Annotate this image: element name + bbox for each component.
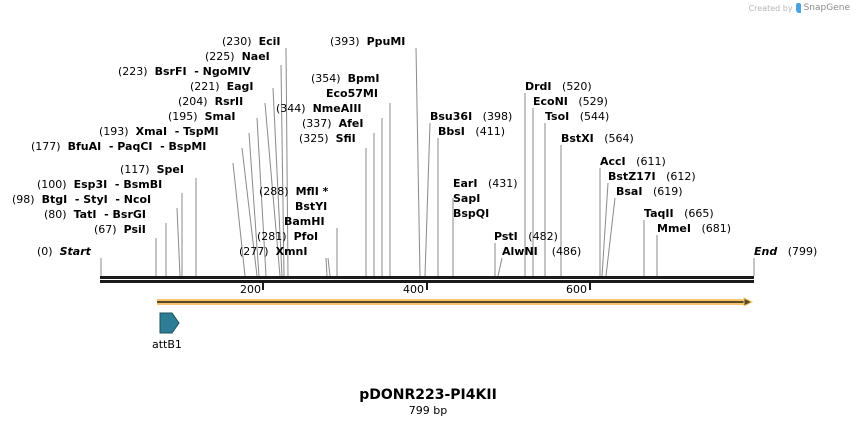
ruler-tick-200: 200 <box>240 283 261 296</box>
enzyme-label-BsrFI-NgoMIV[interactable]: (223) BsrFI - NgoMIV <box>118 65 251 78</box>
enzyme-label-BstYI[interactable]: BstYI <box>295 200 328 213</box>
enzyme-label-PstI[interactable]: PstI (482) <box>494 230 558 243</box>
backbone-top-strand <box>100 276 754 279</box>
enzyme-label-AfeI[interactable]: (337) AfeI <box>302 117 364 130</box>
enzyme-label-NaeI[interactable]: (225) NaeI <box>205 50 270 63</box>
enzyme-label-BbsI[interactable]: BbsI (411) <box>438 125 505 138</box>
ruler-tick-400: 400 <box>403 283 424 296</box>
attB1-feature-arrow[interactable] <box>159 312 180 334</box>
enzyme-label-BsaI[interactable]: BsaI (619) <box>616 185 683 198</box>
enzyme-label-AlwNI[interactable]: AlwNI (486) <box>502 245 582 258</box>
enzyme-label-TaqII[interactable]: TaqII (665) <box>644 207 714 220</box>
feature-label-attB1[interactable]: attB1 <box>152 338 182 351</box>
enzyme-label-BstXI[interactable]: BstXI (564) <box>561 132 634 145</box>
credit-brand: SnapGene <box>803 3 850 13</box>
end-label: End (799) <box>754 245 818 258</box>
enzyme-label-EcoNI[interactable]: EcoNI (529) <box>533 95 608 108</box>
enzyme-label-EarI[interactable]: EarI (431) <box>453 177 518 190</box>
enzyme-label-SfiI[interactable]: (325) SfiI <box>299 132 356 145</box>
enzyme-label-BtgI-StyI-NcoI[interactable]: (98) BtgI - StyI - NcoI <box>12 193 152 206</box>
enzyme-label-MmeI[interactable]: MmeI (681) <box>657 222 732 235</box>
enzyme-label-EciI[interactable]: (230) EciI <box>222 35 281 48</box>
snapgene-credit: Created by SnapGene <box>749 3 850 13</box>
enzyme-label-NmeAIII[interactable]: (344) NmeAIII <box>276 102 362 115</box>
enzyme-label-AccI[interactable]: AccI (611) <box>600 155 666 168</box>
enzyme-label-PpuMI[interactable]: (393) PpuMI <box>330 35 406 48</box>
enzyme-label-XmnI[interactable]: (277) XmnI <box>239 245 308 258</box>
plasmid-length: 799 bp <box>408 404 448 417</box>
enzyme-label-DrdI[interactable]: DrdI (520) <box>525 80 592 93</box>
enzyme-label-SmaI[interactable]: (195) SmaI <box>168 110 236 123</box>
enzyme-label-PsiI[interactable]: (67) PsiI <box>94 223 146 236</box>
enzyme-label-MflI[interactable]: (288) MflI * <box>259 185 329 198</box>
ruler-tick-600: 600 <box>566 283 587 296</box>
enzyme-label-PfoI[interactable]: (281) PfoI <box>257 230 319 243</box>
enzyme-label-TsoI[interactable]: TsoI (544) <box>545 110 610 123</box>
backbone-bottom-strand <box>100 280 754 283</box>
enzyme-label-XmaI-TspMI[interactable]: (193) XmaI - TspMI <box>99 125 219 138</box>
enzyme-label-BspQI[interactable]: BspQI <box>453 207 490 220</box>
orf-arrow[interactable] <box>157 297 754 307</box>
enzyme-label-SapI[interactable]: SapI <box>453 192 481 205</box>
snapgene-logo-icon <box>795 3 801 13</box>
enzyme-label-BfuAI-PaqCI-BspMI[interactable]: (177) BfuAI - PaqCI - BspMI <box>31 140 207 153</box>
enzyme-label-Eco57MI[interactable]: Eco57MI <box>326 87 378 100</box>
cut-site-lines <box>100 47 755 277</box>
enzyme-label-BamHI[interactable]: BamHI <box>284 215 325 228</box>
enzyme-label-Bsu36I[interactable]: Bsu36I (398) <box>430 110 513 123</box>
enzyme-label-RsrII[interactable]: (204) RsrII <box>178 95 244 108</box>
enzyme-label-EagI[interactable]: (221) EagI <box>190 80 254 93</box>
enzyme-label-BstZ17I[interactable]: BstZ17I (612) <box>608 170 696 183</box>
enzyme-label-Esp3I-BsmBI[interactable]: (100) Esp3I - BsmBI <box>37 178 163 191</box>
enzyme-label-TatI-BsrGI[interactable]: (80) TatI - BsrGI <box>44 208 146 221</box>
enzyme-label-SpeI[interactable]: (117) SpeI <box>120 163 184 176</box>
start-label: (0) Start <box>37 245 91 258</box>
credit-prefix: Created by <box>748 3 793 13</box>
plasmid-title: pDONR223-PI4KII <box>359 387 497 403</box>
enzyme-label-BpmI[interactable]: (354) BpmI <box>311 72 380 85</box>
